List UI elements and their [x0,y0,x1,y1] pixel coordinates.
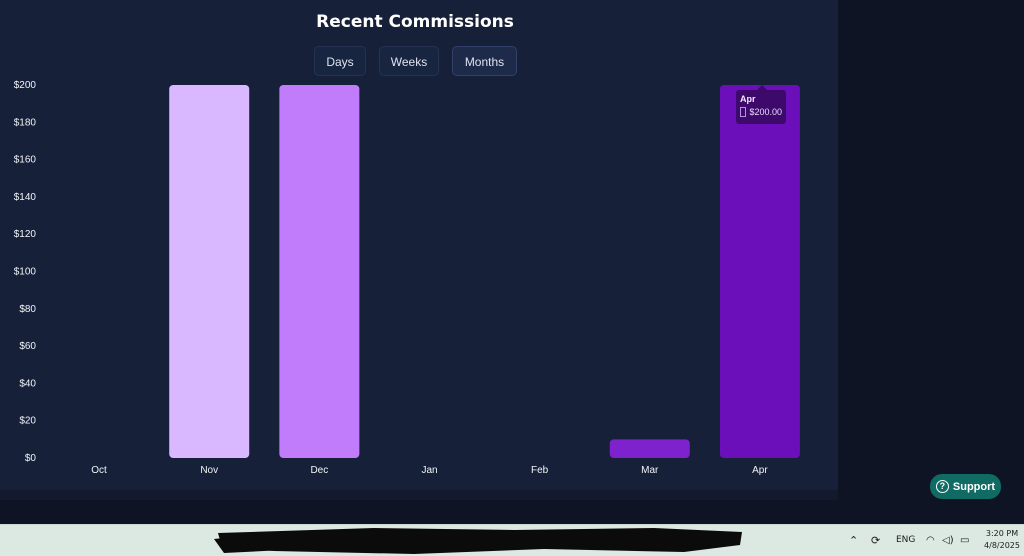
y-tick-label: $120 [14,229,37,240]
y-tick-label: $60 [19,341,36,352]
tooltip-caret [757,85,767,90]
chart-tooltip: Apr $200.00 [736,90,786,124]
y-axis: $0 $20 $40 $60 $80 $100 $120 $140 $160 $180 $200 [14,80,37,464]
question-circle-icon: ? [935,480,949,493]
y-tick-label: $200 [14,80,37,91]
x-tick-label: Jan [421,465,437,476]
bar-dec[interactable] [279,85,360,458]
panel-footer-strip [0,490,838,500]
y-tick-label: $20 [19,416,36,427]
commissions-panel [0,0,838,500]
redacted-region [214,528,742,554]
commissions-bar-chart: $0 $20 $40 $60 $80 $100 $120 $140 $160 $180 $200 O… [14,80,800,476]
chevron-up-icon[interactable]: ⌃ [849,534,859,547]
wifi-icon[interactable]: ◠ [926,535,935,546]
bar-nov[interactable] [169,85,250,458]
language-indicator[interactable]: ENG [896,535,916,545]
clock-time: 3:20 PM [985,529,1019,538]
y-tick-label: $180 [14,117,37,128]
tooltip-swatch [740,107,747,117]
weeks-button[interactable]: Weeks [379,46,439,76]
tooltip-title: Apr [740,94,756,104]
x-tick-label: Feb [531,465,549,476]
y-tick-label: $100 [14,267,37,278]
y-tick-label: $40 [19,378,36,389]
x-axis: Oct Nov Dec Jan Feb Mar Apr [91,465,768,476]
clock-date: 4/8/2025 [984,541,1020,550]
y-tick-label: $160 [14,155,37,166]
page-title: Recent Commissions [316,12,514,32]
bar-mar[interactable] [609,439,690,458]
bar-apr[interactable] [719,85,800,458]
sync-icon[interactable]: ⟳ [871,534,881,547]
support-label: Support [952,480,996,493]
y-tick-label: $0 [25,453,37,464]
taskbar: ⌃ ⟳ ENG ◠ ◁) ▭ 3:20 PM 4/8/2025 [0,524,1024,556]
y-tick-label: $80 [19,304,36,315]
support-button[interactable]: ? Support [930,474,1001,499]
bars [169,85,800,458]
x-tick-label: Oct [91,465,107,476]
x-tick-label: Dec [310,465,328,476]
x-tick-label: Apr [752,465,768,476]
days-button[interactable]: Days [314,46,366,76]
y-tick-label: $140 [14,192,37,203]
battery-icon[interactable]: ▭ [960,535,970,546]
x-tick-label: Mar [641,465,659,476]
speaker-icon[interactable]: ◁) [942,535,954,546]
x-tick-label: Nov [200,465,218,476]
tooltip-value: $200.00 [749,107,782,117]
months-button[interactable]: Months [452,46,517,76]
system-clock[interactable]: 3:20 PM 4/8/2025 [982,528,1022,552]
